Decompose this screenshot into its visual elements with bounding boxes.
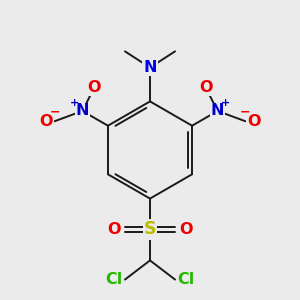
Text: S: S — [144, 220, 156, 238]
Text: O: O — [107, 222, 121, 237]
Text: Cl: Cl — [105, 272, 123, 287]
Text: N: N — [211, 103, 224, 118]
Text: N: N — [143, 60, 157, 75]
Text: +: + — [221, 98, 230, 108]
Text: O: O — [39, 114, 53, 129]
Text: Cl: Cl — [177, 272, 195, 287]
Text: O: O — [88, 80, 101, 95]
Text: −: − — [240, 106, 250, 119]
Text: O: O — [179, 222, 193, 237]
Text: N: N — [76, 103, 89, 118]
Text: −: − — [50, 106, 60, 119]
Text: O: O — [247, 114, 261, 129]
Text: +: + — [70, 98, 79, 108]
Text: O: O — [199, 80, 212, 95]
